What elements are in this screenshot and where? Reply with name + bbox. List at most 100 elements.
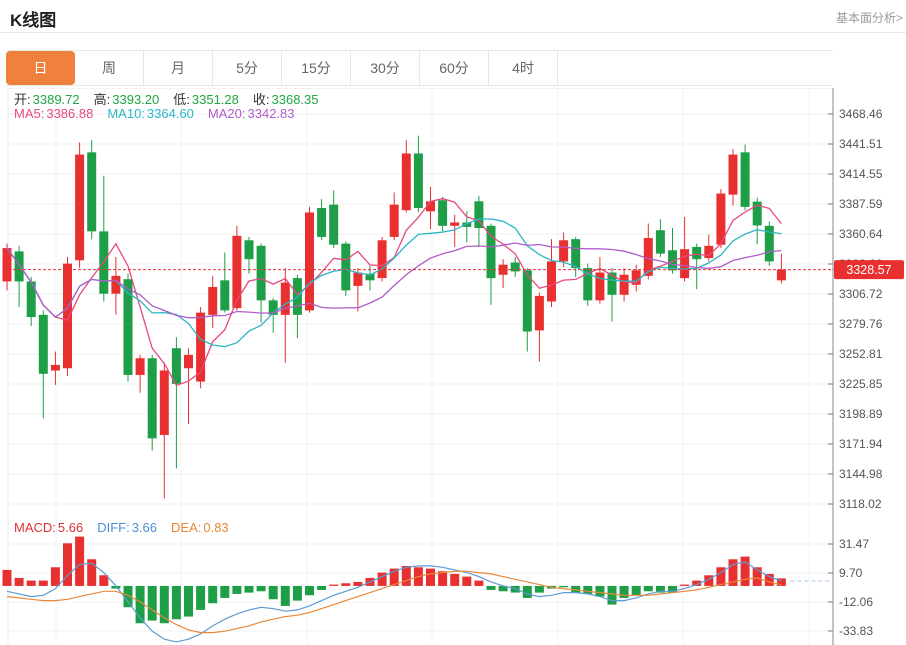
price-tick-label: 3360.64	[839, 227, 883, 241]
kline-chart[interactable]: 3468.463441.513414.553387.593360.643333.…	[0, 88, 906, 645]
candle-body	[244, 240, 254, 260]
macd-bar	[377, 572, 387, 586]
readout-value: 0.83	[203, 520, 229, 535]
readout-value: 3389.72	[32, 92, 80, 107]
diff-line	[6, 561, 782, 643]
macd-bar	[716, 567, 726, 586]
macd-bar	[135, 585, 145, 624]
macd-bar	[147, 585, 157, 621]
macd-bar	[244, 585, 254, 593]
tab-period-2[interactable]: 月	[144, 51, 213, 85]
macd-bar	[583, 585, 593, 594]
macd-bar	[87, 559, 97, 586]
readout-label: DEA:	[171, 520, 202, 535]
readout-label: MA10:	[107, 106, 145, 121]
readout-value: 3368.35	[271, 92, 319, 107]
candle-body	[595, 272, 605, 301]
macd-bar	[123, 585, 133, 608]
candle-body	[571, 239, 581, 269]
macd-bar	[184, 585, 193, 617]
macd-bar	[220, 585, 230, 598]
price-tick-label: 3387.59	[839, 197, 883, 211]
macd-bar	[450, 573, 460, 586]
candle-body	[2, 248, 12, 282]
candle-body	[547, 261, 556, 302]
macd-bar	[232, 585, 242, 594]
readout-label: DIFF:	[97, 520, 130, 535]
tab-period-0[interactable]: 日	[6, 51, 75, 85]
candle-body	[75, 154, 85, 261]
macd-bar	[486, 585, 496, 590]
macd-bar	[196, 585, 206, 610]
candle-body	[462, 222, 472, 227]
tab-period-4[interactable]: 15分	[282, 51, 351, 85]
macd-bar	[63, 543, 72, 586]
price-tick-label: 3468.46	[839, 107, 883, 121]
candle-body	[655, 230, 665, 254]
candle-body	[510, 262, 520, 272]
last-price-badge-text: 3328.57	[846, 263, 891, 277]
candle-body	[123, 279, 133, 375]
macd-tick-label: -33.83	[839, 624, 873, 638]
candle-body	[559, 240, 569, 262]
macd-bar	[680, 584, 690, 586]
macd-bar	[510, 585, 520, 593]
readout-value: 3.66	[131, 520, 158, 535]
macd-bar	[607, 585, 617, 605]
macd-bar	[438, 571, 448, 586]
tab-period-3[interactable]: 5分	[213, 51, 282, 85]
candle-body	[341, 243, 351, 291]
macd-bar	[389, 568, 399, 586]
candle-body	[643, 238, 653, 276]
macd-bar	[111, 585, 121, 589]
candle-body	[704, 245, 714, 259]
macd-bar	[498, 585, 508, 592]
candle-body	[220, 280, 230, 311]
readout-label: 收:	[252, 92, 270, 107]
tab-period-7[interactable]: 4时	[489, 51, 558, 85]
macd-bar	[50, 567, 60, 586]
candle-body	[450, 222, 460, 226]
macd-bar	[619, 585, 629, 598]
readout-value: 3351.28	[191, 92, 239, 107]
candle-body	[26, 281, 36, 318]
readout-value: 5.66	[57, 520, 84, 535]
macd-bar	[99, 575, 109, 586]
candle-body	[305, 212, 314, 311]
candle-body	[50, 364, 60, 371]
macd-bar	[268, 585, 278, 600]
candle-body	[716, 193, 726, 245]
candle-body	[196, 312, 206, 382]
macd-bar	[668, 585, 677, 593]
macd-bar	[353, 581, 363, 586]
candle-body	[38, 314, 48, 374]
tab-period-1[interactable]: 周	[75, 51, 144, 85]
macd-bar	[474, 580, 484, 586]
candle-body	[135, 358, 145, 375]
fundamental-analysis-link[interactable]: 基本面分析>	[835, 11, 903, 25]
readout-value: 3342.83	[247, 106, 295, 121]
candle-body	[329, 204, 339, 245]
page-title: K线图	[10, 11, 57, 30]
macd-bar	[595, 585, 605, 597]
candle-body	[474, 201, 484, 229]
tab-period-6[interactable]: 60分	[420, 51, 489, 85]
macd-bar	[571, 585, 581, 593]
macd-bar	[534, 585, 544, 593]
macd-bar	[426, 568, 435, 586]
price-tick-label: 3225.85	[839, 377, 883, 391]
candle-body	[208, 287, 218, 315]
candle-body	[740, 152, 750, 207]
price-tick-label: 3198.89	[839, 407, 883, 421]
candle-body	[63, 263, 72, 369]
candle-body	[692, 246, 702, 260]
candle-body	[486, 225, 496, 279]
candle-body	[522, 270, 532, 332]
candle-body	[764, 225, 774, 262]
macd-bar	[776, 578, 786, 586]
candle-body	[438, 200, 448, 226]
candle-body	[353, 272, 363, 286]
macd-bar	[631, 585, 641, 596]
candle-body	[668, 250, 677, 271]
tab-period-5[interactable]: 30分	[351, 51, 420, 85]
